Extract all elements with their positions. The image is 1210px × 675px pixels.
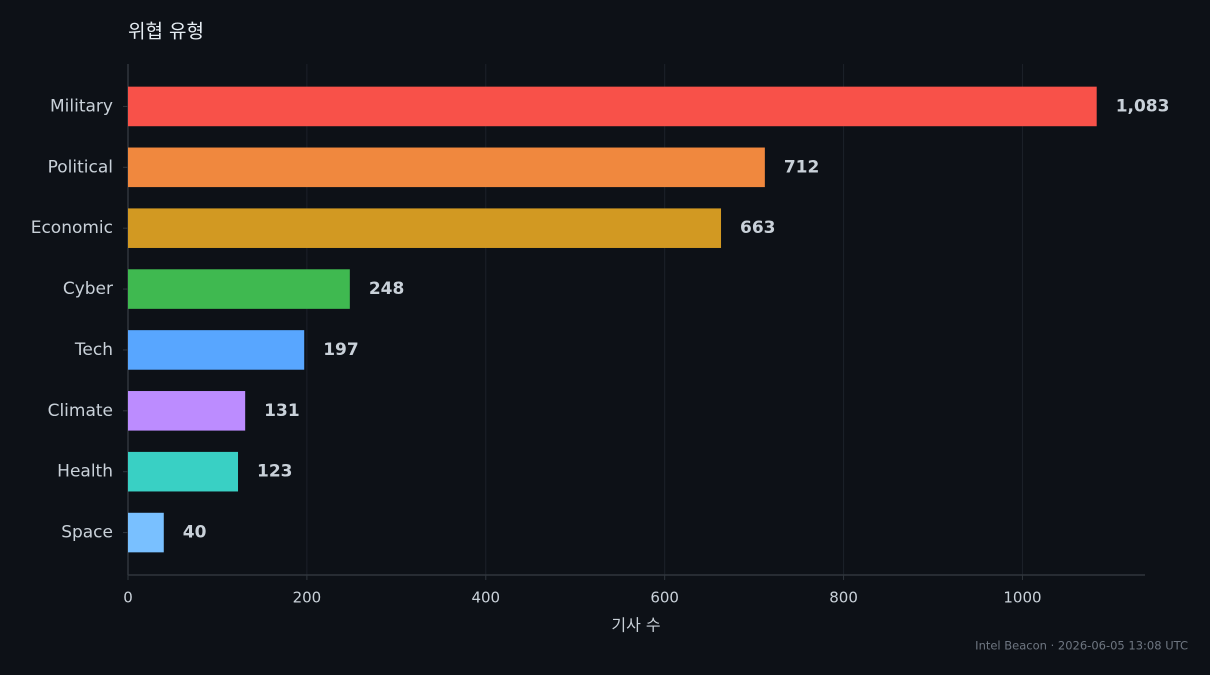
x-tick-label: 400 [471,589,500,607]
x-axis-label: 기사 수 [611,616,660,635]
y-tick-label: Health [57,462,113,482]
x-tick-label: 600 [650,589,679,607]
x-tick-label: 800 [829,589,858,607]
value-label: 131 [264,401,300,421]
y-tick-label: Political [48,157,113,177]
y-tick-label: Climate [48,401,113,421]
bar [128,269,350,309]
bar [128,330,305,370]
bar [128,147,765,188]
value-label: 40 [183,523,207,543]
value-label: 663 [740,218,776,238]
value-label: 123 [257,462,293,482]
value-label: 197 [323,340,359,360]
value-label: 248 [369,279,405,299]
x-tick-label: 1000 [1003,589,1041,607]
y-tick-label: Tech [74,340,113,360]
footer: Intel Beacon · 2026-06-05 13:08 UTC [975,639,1188,653]
bar [128,86,1097,127]
y-tick-label: Economic [31,218,113,238]
bar [128,208,722,248]
y-tick-label: Military [50,96,113,116]
bar [128,391,246,431]
bar [128,512,164,553]
value-label: 712 [784,157,820,177]
x-tick-label: 0 [123,589,133,607]
chart-title: 위협 유형 [128,21,204,43]
y-tick-label: Cyber [63,279,113,299]
x-tick-label: 200 [293,589,322,607]
y-tick-label: Space [61,523,113,543]
value-label: 1,083 [1116,96,1170,116]
bar [128,451,239,492]
